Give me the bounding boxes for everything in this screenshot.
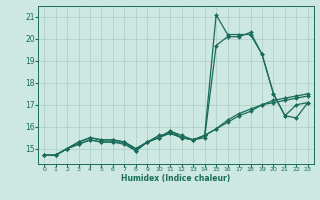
X-axis label: Humidex (Indice chaleur): Humidex (Indice chaleur) [121, 174, 231, 183]
